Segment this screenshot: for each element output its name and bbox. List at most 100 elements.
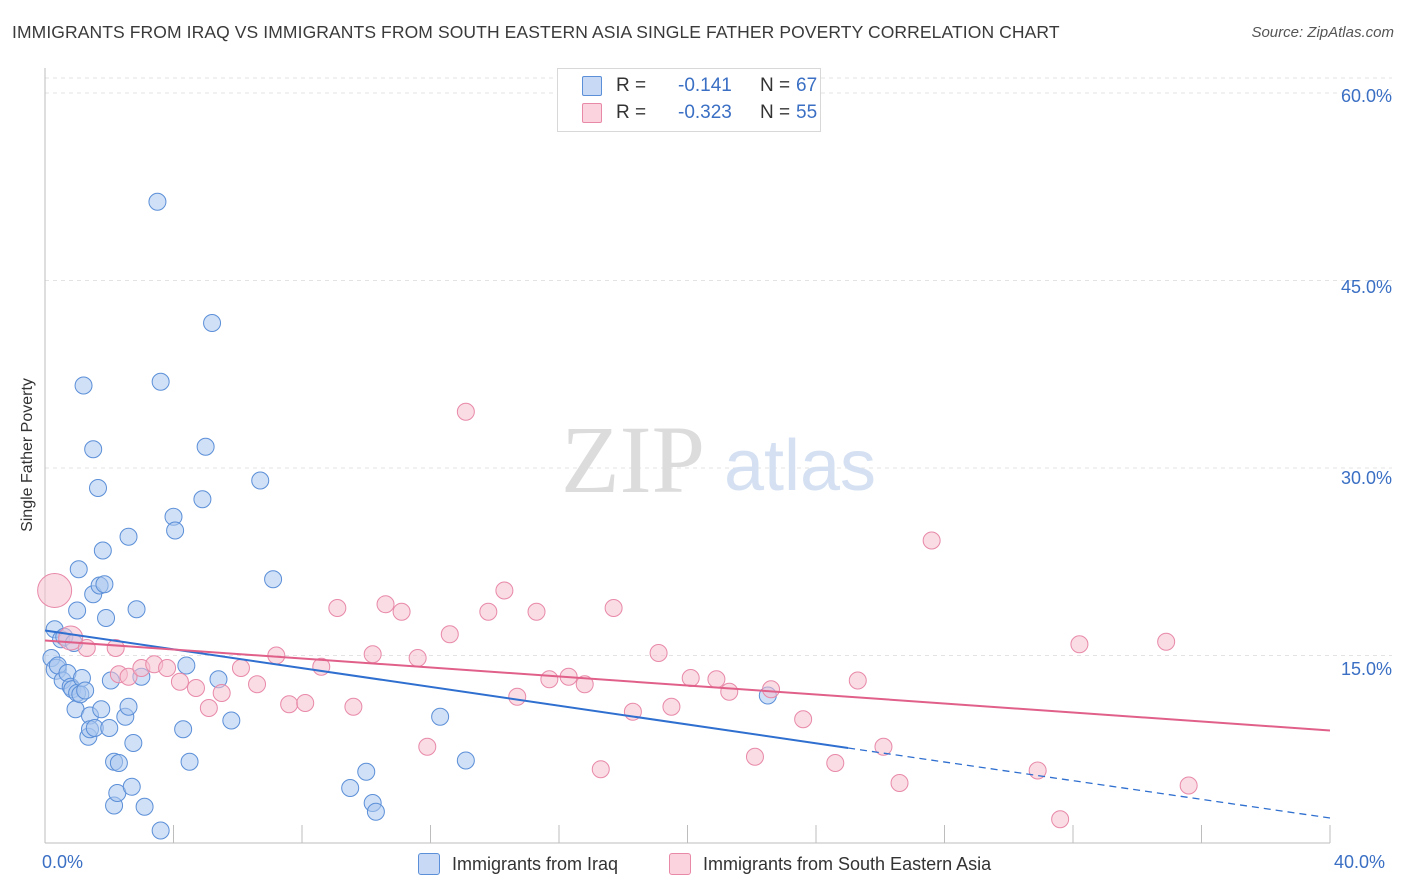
- point-iraq-38: [119, 527, 138, 546]
- stats-swatch-sea: [582, 103, 602, 123]
- axes: [44, 68, 1331, 844]
- point-sea-52: [1051, 810, 1070, 829]
- point-iraq-41: [124, 734, 143, 752]
- trend-line-sea: [44, 639, 1331, 732]
- point-sea-24: [408, 649, 427, 667]
- point-sea-16: [280, 695, 299, 714]
- point-iraq-31: [100, 719, 119, 737]
- point-iraq-40: [122, 777, 141, 796]
- point-sea-51: [1028, 761, 1047, 780]
- point-sea-36: [604, 599, 623, 617]
- point-sea-46: [826, 754, 845, 772]
- point-iraq-64: [431, 707, 450, 726]
- x-tick-label-max: 40.0%: [1334, 852, 1386, 872]
- point-iraq-47: [151, 372, 170, 391]
- stats-r-label: R =: [616, 102, 647, 123]
- stats-box: R = -0.141 N = 67 R = -0.323 N = 55: [557, 68, 821, 132]
- point-iraq-42: [127, 600, 146, 619]
- point-iraq-17: [74, 376, 93, 395]
- stats-r-label: R =: [616, 75, 647, 96]
- point-sea-47: [848, 671, 867, 690]
- watermark: ZIP atlas: [561, 406, 876, 513]
- point-sea-22: [376, 595, 395, 614]
- trend-lines: [44, 629, 1331, 819]
- point-iraq-53: [193, 490, 212, 509]
- stats-n-label: N =: [760, 102, 791, 123]
- gridlines: [45, 77, 1392, 656]
- point-iraq-36: [109, 754, 128, 772]
- trend-line-iraq-extension: [848, 747, 1331, 819]
- point-iraq-60: [341, 779, 360, 797]
- legend-label-sea: Immigrants from South Eastern Asia: [703, 853, 992, 874]
- point-sea-21: [363, 645, 382, 664]
- point-sea-39: [662, 697, 681, 716]
- point-sea-14: [248, 675, 267, 694]
- point-iraq-30: [97, 609, 116, 627]
- point-sea-19: [328, 599, 347, 617]
- point-sea-3: [106, 639, 125, 657]
- stats-r-value: -0.323: [678, 102, 732, 123]
- point-iraq-54: [196, 437, 215, 456]
- point-sea-49: [890, 774, 909, 792]
- point-sea-34: [575, 675, 594, 694]
- stats-swatch-iraq: [582, 76, 602, 96]
- point-iraq-27: [92, 700, 111, 719]
- point-iraq-61: [357, 762, 376, 781]
- watermark-zip: ZIP: [561, 406, 705, 513]
- point-sea-41: [707, 670, 726, 689]
- series-south-eastern-asia: [37, 402, 1198, 829]
- point-sea-30: [508, 687, 527, 706]
- point-iraq-65: [456, 751, 475, 770]
- point-sea-54: [1157, 632, 1176, 651]
- point-sea-53: [1070, 635, 1089, 654]
- point-iraq-22: [84, 440, 103, 459]
- point-iraq-45: [148, 192, 167, 211]
- point-sea-23: [392, 602, 411, 621]
- legend-label-iraq: Immigrants from Iraq: [452, 853, 619, 874]
- chart-title: IMMIGRANTS FROM IRAQ VS IMMIGRANTS FROM …: [12, 22, 1060, 42]
- point-sea-29: [495, 581, 514, 600]
- point-iraq-39: [119, 697, 138, 716]
- point-sea-38: [649, 644, 668, 662]
- point-sea-35: [591, 760, 610, 779]
- watermark-atlas: atlas: [724, 426, 876, 506]
- point-iraq-46: [151, 821, 170, 840]
- point-sea-1: [58, 625, 84, 651]
- y-tick-label-15: 15.0%: [1340, 659, 1392, 679]
- point-iraq-14: [69, 560, 88, 579]
- point-iraq-18: [76, 681, 95, 700]
- point-iraq-25: [89, 479, 108, 497]
- point-sea-42: [720, 682, 739, 701]
- series-iraq: [42, 192, 777, 840]
- point-iraq-29: [95, 575, 114, 594]
- point-iraq-55: [203, 314, 222, 332]
- point-sea-48: [874, 737, 893, 756]
- point-iraq-52: [180, 752, 199, 771]
- chart-source: Source: ZipAtlas.com: [1251, 24, 1394, 41]
- point-iraq-49: [166, 521, 185, 540]
- point-sea-12: [212, 684, 231, 702]
- stats-r-value: -0.141: [678, 75, 732, 96]
- point-sea-10: [186, 679, 205, 697]
- point-sea-8: [158, 659, 177, 677]
- y-tick-label-30: 30.0%: [1340, 468, 1392, 488]
- y-tick-label-45: 45.0%: [1340, 277, 1392, 297]
- point-sea-32: [540, 670, 559, 689]
- point-iraq-12: [68, 601, 87, 620]
- point-sea-5: [119, 667, 138, 686]
- point-iraq-58: [251, 471, 270, 490]
- stats-n-value: 55: [796, 102, 818, 123]
- point-iraq-57: [222, 711, 241, 730]
- legend-item-sea: Immigrants from South Eastern Asia: [669, 852, 991, 876]
- point-sea-55: [1179, 776, 1198, 795]
- point-sea-50: [922, 531, 941, 550]
- point-sea-13: [231, 659, 250, 677]
- point-sea-26: [440, 625, 459, 644]
- stats-n-value: 67: [796, 75, 818, 96]
- point-sea-20: [344, 697, 363, 716]
- point-sea-40: [681, 669, 700, 687]
- legend-swatch-iraq: [418, 853, 440, 875]
- legend-swatch-sea: [669, 853, 691, 875]
- point-sea-0: [37, 573, 73, 608]
